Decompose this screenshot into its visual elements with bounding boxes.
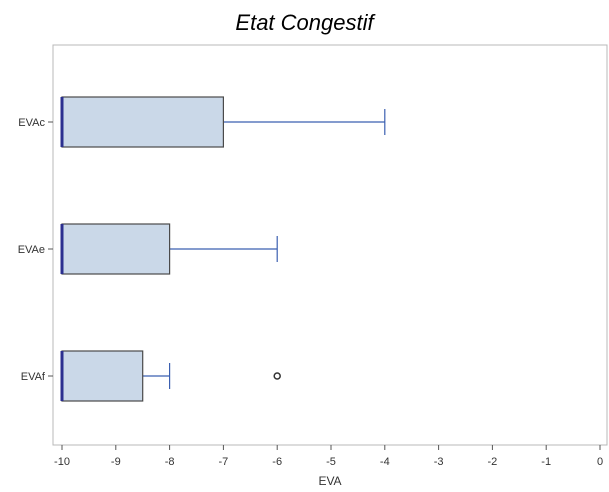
- y-tick-label: EVAf: [21, 371, 46, 383]
- boxplot-evac: [60, 96, 386, 148]
- x-tick-label: -2: [488, 456, 498, 468]
- outlier-point: [273, 372, 281, 380]
- boxplot-evae: [60, 223, 278, 275]
- x-tick-label: -7: [219, 456, 229, 468]
- x-tick-label: -3: [434, 456, 444, 468]
- box: [61, 350, 144, 402]
- box: [61, 96, 224, 148]
- x-tick-label: -9: [111, 456, 121, 468]
- x-tick-label: 0: [597, 456, 603, 468]
- plot-frame: [52, 44, 608, 446]
- y-axis: EVAc EVAe EVAf: [18, 117, 53, 383]
- x-tick-label: -8: [165, 456, 175, 468]
- x-tick-label: -6: [272, 456, 282, 468]
- x-axis-label: EVA: [318, 474, 341, 488]
- x-tick-label: -1: [541, 456, 551, 468]
- y-tick-label: EVAc: [18, 117, 45, 129]
- chart-title: Etat Congestif: [235, 10, 374, 35]
- box: [61, 223, 171, 275]
- x-tick-label: -10: [54, 456, 70, 468]
- x-axis: -10 -9 -8 -7 -6 -5 -4 -3 -2 -1 0: [54, 445, 603, 468]
- boxplot-evaf: [60, 350, 281, 402]
- x-tick-label: -5: [326, 456, 336, 468]
- boxplots: [60, 96, 386, 402]
- y-tick-label: EVAe: [18, 244, 45, 256]
- x-tick-label: -4: [380, 456, 390, 468]
